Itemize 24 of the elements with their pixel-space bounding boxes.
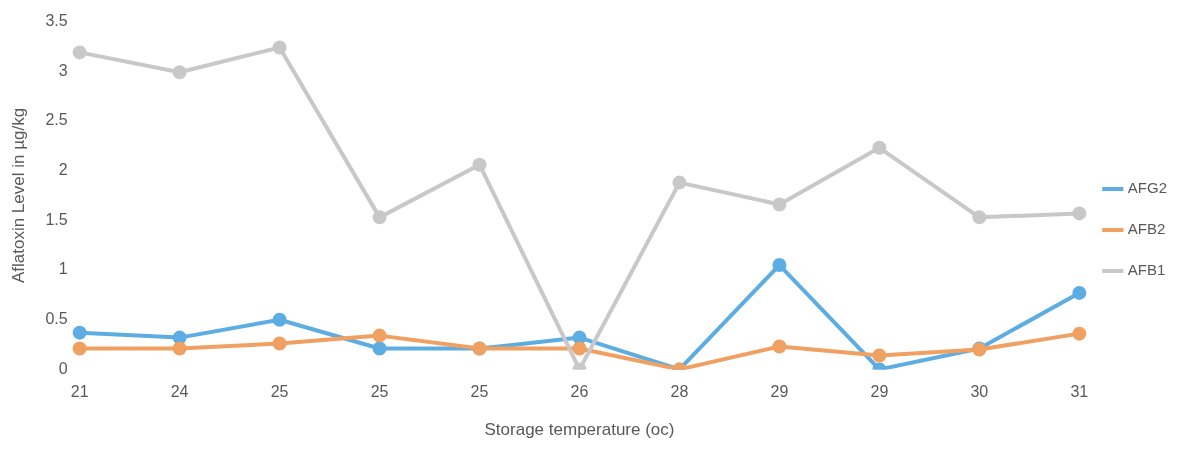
legend-label: AFG2: [1127, 179, 1168, 197]
y-tick-label: 3.5: [45, 12, 68, 30]
y-tick-label: 1: [58, 260, 68, 278]
x-tick-label: 26: [570, 383, 589, 401]
y-tick-label: 0.5: [45, 310, 68, 328]
x-tick-label: 25: [370, 383, 389, 401]
x-tick-label: 29: [870, 383, 889, 401]
x-tick-label: 29: [770, 383, 789, 401]
x-tick-label: 25: [470, 383, 489, 401]
y-tick-label: 1.5: [45, 210, 68, 228]
x-tick-label: 28: [670, 383, 689, 401]
x-tick-label: 25: [270, 383, 289, 401]
legend-label: AFB2: [1127, 220, 1166, 238]
x-tick-label: 30: [970, 383, 989, 401]
y-tick-label: 3: [58, 61, 68, 79]
x-tick-label: 31: [1070, 383, 1089, 401]
x-tick-label: 21: [70, 383, 89, 401]
y-tick-label: 2: [58, 161, 68, 179]
x-axis-title: Storage temperature (oc): [484, 420, 675, 440]
y-tick-label: 2.5: [45, 111, 68, 129]
x-tick-label: 24: [170, 383, 189, 401]
y-axis-title: Aflatoxin Level in µg/kg: [8, 107, 28, 284]
y-tick-label: 0: [58, 359, 68, 377]
legend-label: AFB1: [1127, 261, 1166, 279]
